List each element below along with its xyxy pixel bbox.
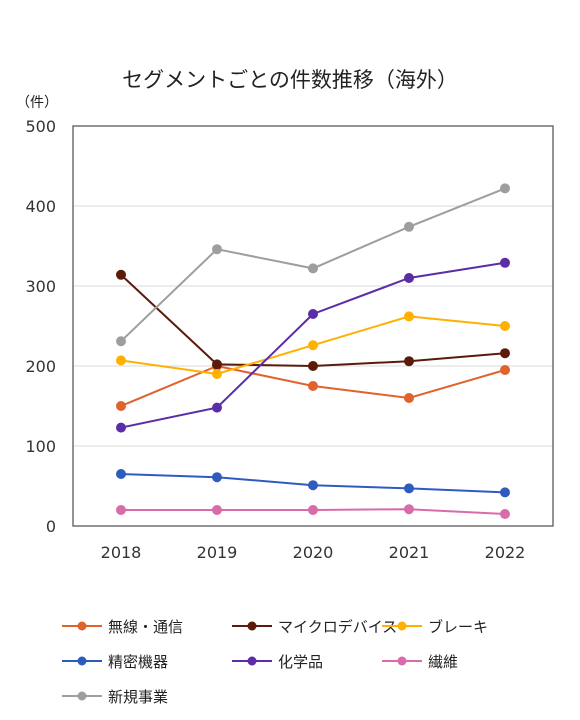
- x-tick-label: 2019: [197, 543, 238, 562]
- line-chart: 0 100 200 300 400 500 2018 2019 2020 2021 2022: [25, 117, 554, 562]
- data-point: [500, 321, 510, 331]
- data-point: [116, 355, 126, 366]
- data-point: [116, 336, 126, 347]
- data-point: [308, 340, 318, 351]
- data-point: [404, 393, 414, 403]
- legend-label: 無線・通信: [108, 617, 184, 636]
- legend-swatch-icon: [382, 656, 422, 666]
- x-tick-label: 2021: [389, 543, 430, 562]
- data-point: [500, 348, 510, 359]
- data-point: [116, 505, 126, 515]
- data-point: [500, 487, 510, 498]
- data-point: [308, 480, 318, 491]
- y-tick-label: 500: [25, 117, 56, 136]
- legend-item: マイクロデバイス: [232, 614, 397, 638]
- legend-item: 精密機器: [62, 649, 168, 673]
- legend-item: 化学品: [232, 649, 323, 673]
- data-point: [404, 273, 414, 283]
- legend-swatch-icon: [62, 621, 102, 631]
- data-point: [212, 244, 222, 255]
- data-point: [116, 269, 126, 280]
- data-point: [212, 505, 222, 515]
- data-point: [116, 401, 126, 411]
- data-point: [404, 311, 414, 322]
- y-tick-label: 200: [25, 357, 56, 376]
- data-point: [212, 402, 222, 413]
- data-point: [308, 505, 318, 515]
- legend-label: 繊維: [428, 652, 459, 671]
- legend-item: 繊維: [382, 649, 458, 673]
- legend-item: 新規事業: [62, 684, 168, 708]
- data-point: [308, 361, 318, 371]
- data-point: [212, 369, 222, 379]
- legend-swatch-icon: [232, 621, 272, 631]
- y-tick-label: 300: [25, 277, 56, 296]
- legend-swatch-icon: [62, 656, 102, 666]
- x-tick-label: 2020: [293, 543, 334, 562]
- legend-label: 精密機器: [108, 652, 169, 671]
- data-point: [404, 483, 414, 494]
- y-tick-label: 0: [46, 517, 56, 536]
- data-point: [212, 472, 222, 483]
- data-point: [404, 221, 414, 232]
- data-point: [308, 309, 318, 319]
- x-tick-label: 2018: [101, 543, 142, 562]
- data-point: [116, 422, 126, 433]
- x-tick-label: 2022: [485, 543, 526, 562]
- legend-label: ブレーキ: [428, 617, 489, 636]
- data-point: [308, 381, 318, 391]
- data-point: [500, 183, 510, 194]
- y-tick-label: 400: [25, 197, 56, 216]
- legend-item: ブレーキ: [382, 614, 488, 638]
- legend-label: 化学品: [278, 652, 324, 671]
- legend-label: マイクロデバイス: [278, 617, 398, 636]
- data-point: [500, 257, 510, 268]
- legend-swatch-icon: [232, 656, 272, 666]
- legend-item: 無線・通信: [62, 614, 183, 638]
- chart-title: セグメントごとの件数推移（海外）: [122, 68, 458, 92]
- data-point: [404, 356, 414, 367]
- legend-label: 新規事業: [108, 687, 169, 706]
- data-point: [500, 509, 510, 519]
- legend-swatch-icon: [382, 621, 422, 631]
- data-point: [116, 469, 126, 479]
- data-point: [500, 365, 510, 375]
- plot-area-border: [72, 125, 554, 527]
- y-tick-label: 100: [25, 437, 56, 456]
- y-axis-unit-label: （件）: [16, 95, 58, 111]
- data-point: [308, 263, 318, 274]
- data-point: [404, 504, 414, 515]
- legend-swatch-icon: [62, 691, 102, 701]
- data-point: [212, 359, 222, 370]
